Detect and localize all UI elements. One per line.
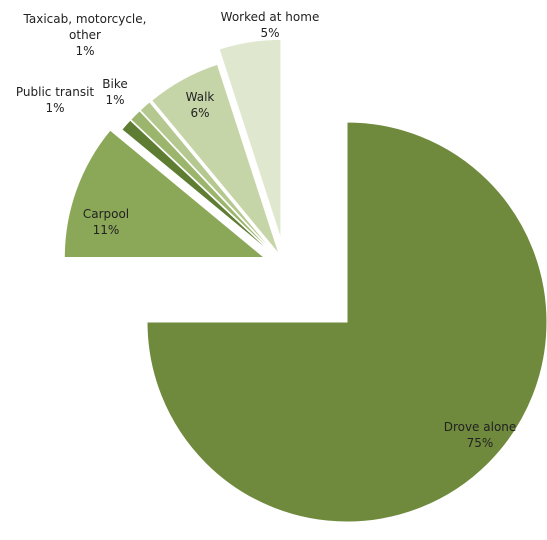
- slice-label: Taxicab, motorcycle, other 1%: [15, 11, 155, 59]
- slice-label: Bike 1%: [95, 76, 135, 108]
- category-label: Taxicab, motorcycle, other: [23, 12, 147, 42]
- category-label: Public transit: [15, 85, 95, 99]
- pie-slice: [218, 38, 282, 240]
- value-label: 75%: [466, 436, 494, 450]
- value-label: 1%: [45, 101, 65, 115]
- pie-slice: [139, 101, 278, 257]
- value-label: 5%: [260, 26, 280, 40]
- category-label: Worked at home: [220, 10, 320, 24]
- category-label: Carpool: [82, 207, 130, 221]
- pie-slice: [130, 110, 277, 257]
- category-label: Walk: [185, 90, 215, 104]
- pie-slice: [121, 119, 277, 258]
- slice-label: Drove alone 75%: [435, 419, 525, 451]
- pie-slice: [146, 121, 547, 523]
- slice-label: Worked at home 5%: [215, 9, 325, 41]
- value-label: 1%: [105, 93, 125, 107]
- value-label: 1%: [75, 44, 95, 58]
- pie-slice: [63, 129, 266, 259]
- pie-slice: [151, 63, 280, 255]
- slice-label: Walk 6%: [170, 89, 230, 121]
- slice-label: Carpool 11%: [71, 206, 141, 238]
- category-label: Bike: [102, 77, 128, 91]
- category-label: Drove alone: [443, 420, 517, 434]
- value-label: 11%: [92, 223, 120, 237]
- value-label: 6%: [190, 106, 210, 120]
- slice-label: Public transit 1%: [5, 84, 105, 116]
